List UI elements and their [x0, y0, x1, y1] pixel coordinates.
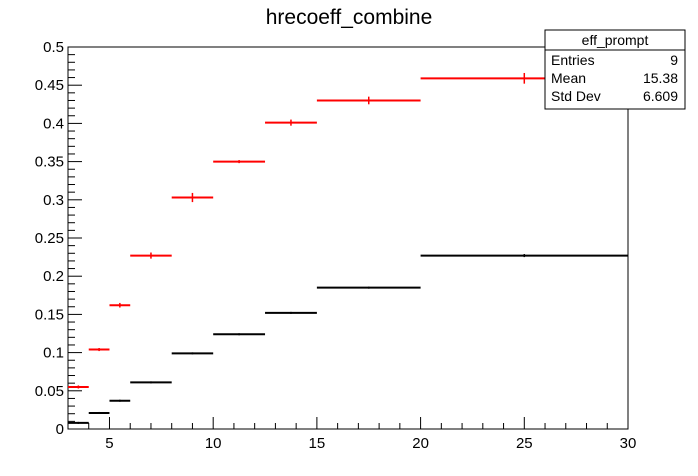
- y-tick-label: 0.45: [35, 77, 64, 94]
- x-tick-label: 5: [105, 435, 113, 452]
- y-axis: 0 0.05 0.1 0.15 0.2 0.25 0.3 0.35 0.4 0.45 0.5: [35, 39, 82, 438]
- stats-box-frame: [544, 29, 686, 110]
- stats-stddev-label: Std Dev: [551, 88, 601, 104]
- x-axis: 5 10 15 20 25 30: [67, 417, 637, 452]
- x-tick-label: 30: [620, 435, 637, 452]
- y-tick-label: 0: [56, 421, 64, 438]
- y-tick-label: 0.5: [43, 39, 64, 56]
- y-tick-label: 0.2: [43, 268, 64, 285]
- y-tick-label: 0.1: [43, 345, 64, 362]
- x-tick-label: 20: [412, 435, 429, 452]
- y-tick-label: 0.05: [35, 383, 64, 400]
- stats-box-title: eff_prompt: [582, 32, 649, 48]
- chart-title: hrecoeff_combine: [266, 6, 433, 29]
- stats-stddev-value: 6.609: [643, 88, 678, 104]
- stats-entries-label: Entries: [551, 52, 595, 68]
- stats-entries-value: 9: [670, 52, 678, 68]
- data-marks: [68, 72, 628, 424]
- stats-box: eff_prompt Entries 9 Mean 15.38 Std Dev …: [544, 29, 686, 110]
- x-tick-label: 10: [205, 435, 222, 452]
- y-tick-label: 0.4: [43, 115, 64, 132]
- series-1: [68, 254, 628, 424]
- y-tick-label: 0.35: [35, 154, 64, 171]
- y-tick-label: 0.3: [43, 192, 64, 209]
- series-0: [68, 72, 628, 389]
- x-tick-label: 25: [516, 435, 533, 452]
- plot-frame: [67, 46, 629, 430]
- stats-mean-value: 15.38: [643, 70, 678, 86]
- y-tick-label: 0.15: [35, 306, 64, 323]
- x-tick-label: 15: [309, 435, 326, 452]
- y-tick-label: 0.25: [35, 230, 64, 247]
- stats-mean-label: Mean: [551, 70, 586, 86]
